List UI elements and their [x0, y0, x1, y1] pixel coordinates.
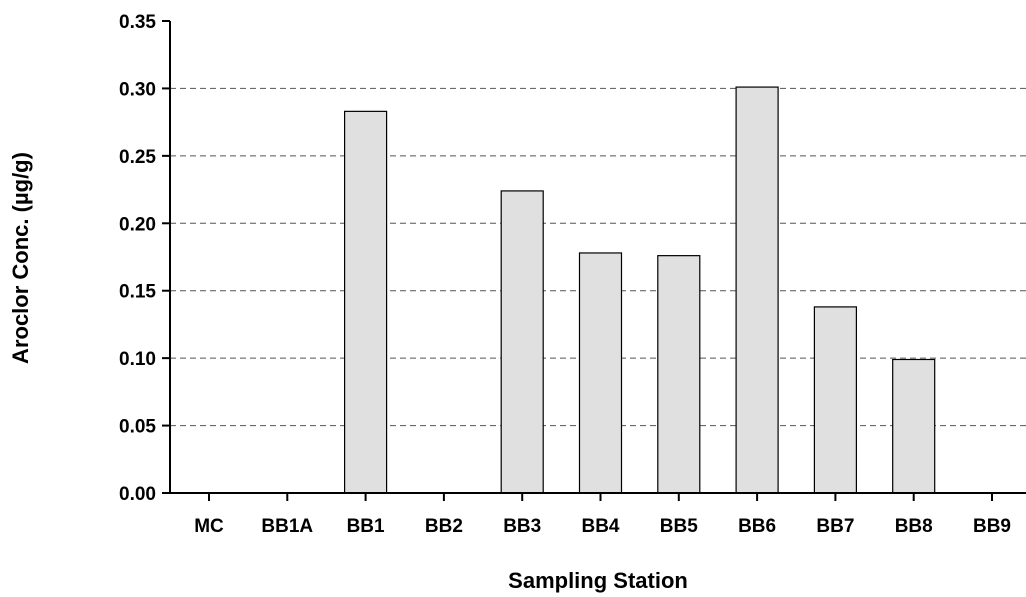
x-tick-label: MC [194, 516, 224, 537]
x-tick-label: BB1A [261, 516, 313, 537]
x-tick-label: BB8 [895, 516, 933, 537]
grid-lines [170, 87, 1026, 427]
axes [169, 21, 1026, 494]
bars [344, 86, 936, 494]
bar-bb8 [892, 358, 936, 494]
x-ticks: MC BB1A BB1 BB2 BB3 BB4 BB5 BB6 BB7 BB8 BB9 [194, 493, 1011, 537]
x-tick-label: BB5 [660, 516, 698, 537]
y-tick-label: 0.25 [119, 147, 156, 168]
x-tick-label: BB4 [581, 516, 619, 537]
y-ticks: 0.00 0.05 0.10 0.15 0.20 0.25 0.30 0.35 [119, 12, 170, 505]
bar-bb5 [657, 255, 701, 494]
x-tick-label: BB2 [425, 516, 463, 537]
bar-bb7 [813, 306, 858, 494]
bar-bb1 [344, 110, 388, 494]
bar-bb6 [735, 86, 779, 494]
x-tick-label: BB3 [503, 516, 541, 537]
bar-bb3 [500, 190, 544, 494]
y-tick-label: 0.15 [119, 282, 156, 303]
bar-bb4 [578, 252, 623, 494]
x-axis-title: Sampling Station [508, 568, 688, 593]
y-tick-label: 0.35 [119, 12, 156, 33]
x-tick-label: BB9 [973, 516, 1011, 537]
y-tick-label: 0.05 [119, 417, 156, 438]
y-tick-label: 0.20 [119, 214, 156, 235]
y-tick-label: 0.30 [119, 79, 156, 100]
x-tick-label: BB1 [347, 516, 385, 537]
y-axis-title: Aroclor Conc. (µg/g) [8, 152, 33, 364]
x-tick-label: BB7 [816, 516, 854, 537]
y-tick-label: 0.10 [119, 349, 156, 370]
y-tick-label: 0.00 [119, 484, 156, 505]
x-tick-label: BB6 [738, 516, 776, 537]
